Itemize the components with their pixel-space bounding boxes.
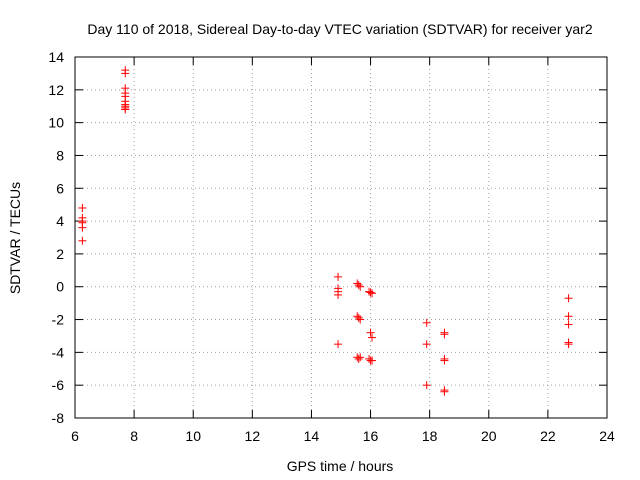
data-point-plus bbox=[334, 290, 343, 299]
x-tick-label: 22 bbox=[540, 428, 556, 444]
data-points bbox=[78, 66, 573, 396]
data-point-plus bbox=[368, 289, 377, 298]
y-tick-label: 12 bbox=[48, 82, 64, 98]
x-tick-label: 18 bbox=[422, 428, 438, 444]
chart-title: Day 110 of 2018, Sidereal Day-to-day VTE… bbox=[87, 21, 592, 37]
data-point-plus bbox=[564, 294, 573, 303]
data-point-plus bbox=[78, 203, 87, 212]
y-tick-label: 0 bbox=[56, 279, 64, 295]
data-point-plus bbox=[121, 69, 130, 78]
data-point-plus bbox=[334, 272, 343, 281]
data-point-plus bbox=[354, 354, 363, 363]
x-axis-label: GPS time / hours bbox=[287, 458, 394, 474]
y-tick-label: -2 bbox=[52, 312, 65, 328]
x-tick-label: 24 bbox=[599, 428, 615, 444]
axis-ticks bbox=[74, 56, 608, 419]
data-point-plus bbox=[368, 333, 377, 342]
y-tick-label: -6 bbox=[52, 377, 65, 393]
y-tick-label: 4 bbox=[56, 213, 64, 229]
y-axis-label: SDTVAR / TECUs bbox=[7, 182, 23, 294]
y-tick-label: 6 bbox=[56, 180, 64, 196]
x-tick-label: 20 bbox=[481, 428, 497, 444]
data-point-plus bbox=[354, 313, 363, 322]
data-point-plus bbox=[121, 105, 130, 114]
data-point-plus bbox=[422, 318, 431, 327]
data-point-plus bbox=[564, 340, 573, 349]
y-tick-label: 10 bbox=[48, 115, 64, 131]
y-tick-labels: -8 -6 -4 -2 0 2 4 6 8 10 12 14 bbox=[48, 49, 64, 426]
x-tick-label: 14 bbox=[304, 428, 320, 444]
y-tick-label: 8 bbox=[56, 147, 64, 163]
plot-frame bbox=[74, 56, 608, 419]
data-point-plus bbox=[356, 353, 365, 362]
data-point-plus bbox=[366, 328, 375, 337]
data-point-plus bbox=[440, 330, 449, 339]
data-point-plus bbox=[440, 387, 449, 396]
data-point-plus bbox=[334, 340, 343, 349]
y-tick-label: 2 bbox=[56, 246, 64, 262]
x-tick-label: 12 bbox=[245, 428, 261, 444]
data-point-plus bbox=[440, 356, 449, 365]
data-point-plus bbox=[354, 281, 363, 290]
x-tick-label: 10 bbox=[185, 428, 201, 444]
data-point-plus bbox=[78, 223, 87, 232]
data-point-plus bbox=[366, 288, 375, 297]
x-tick-label: 16 bbox=[363, 428, 379, 444]
x-tick-label: 6 bbox=[71, 428, 79, 444]
data-point-plus bbox=[564, 312, 573, 321]
data-point-plus bbox=[422, 381, 431, 390]
y-tick-label: 14 bbox=[48, 49, 64, 65]
data-point-plus bbox=[356, 282, 365, 291]
data-point-plus bbox=[78, 236, 87, 245]
data-point-plus bbox=[422, 340, 431, 349]
data-point-plus bbox=[368, 356, 377, 365]
grid-lines bbox=[75, 57, 607, 418]
x-tick-labels: 6 8 10 12 14 16 18 20 22 24 bbox=[71, 428, 615, 444]
data-point-plus bbox=[356, 315, 365, 324]
y-tick-label: -8 bbox=[52, 410, 65, 426]
data-point-plus bbox=[564, 320, 573, 329]
y-tick-label: -4 bbox=[52, 344, 65, 360]
x-tick-label: 8 bbox=[130, 428, 138, 444]
